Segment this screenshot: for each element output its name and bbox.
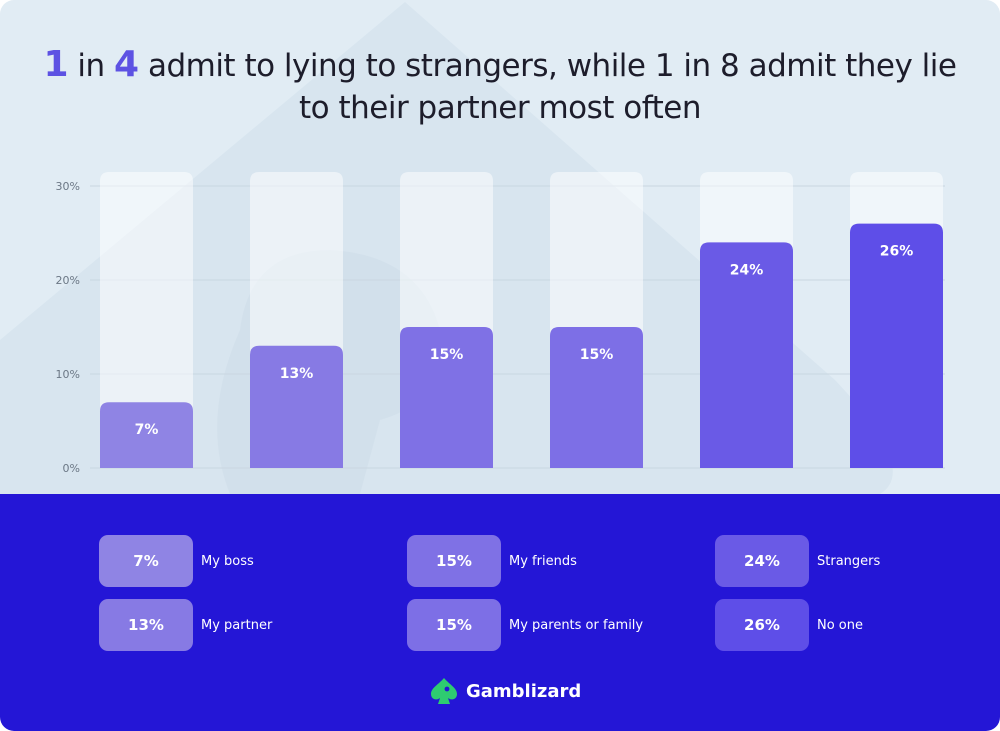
legend-value-badge: 15% [407, 535, 501, 587]
legend-item: 13% My partner [99, 599, 272, 651]
brand-logo: Gamblizard [428, 676, 581, 706]
legend-value-badge: 26% [715, 599, 809, 651]
title-text-in: in [68, 48, 115, 84]
bar [250, 345, 343, 468]
legend-value-badge: 7% [99, 535, 193, 587]
legend-label: My partner [201, 617, 273, 633]
y-tick-label: 30% [56, 180, 80, 193]
bar-value-label: 26% [880, 244, 914, 260]
y-tick-label: 10% [56, 368, 80, 381]
legend-label: My parents or family [509, 617, 644, 633]
bar [850, 223, 943, 468]
legend-item: 7% My boss [99, 535, 254, 587]
legend-label: No one [817, 617, 864, 633]
bar-value-label: 7% [135, 422, 159, 438]
chart-title: 1 in 4 admit to lying to strangers, whil… [40, 44, 960, 129]
legend-label: My friends [509, 553, 577, 569]
title-highlight-4: 4 [114, 44, 139, 85]
brand-name: Gamblizard [466, 680, 582, 702]
legend-item: 24% Strangers [715, 535, 880, 587]
legend-label: My boss [201, 553, 254, 569]
bar [550, 327, 643, 468]
bar-value-label: 15% [580, 347, 614, 363]
bar-value-label: 13% [280, 366, 314, 382]
title-highlight-1: 1 [43, 44, 69, 85]
legend-item: 15% My friends [407, 535, 577, 587]
legend-value-badge: 13% [99, 599, 193, 651]
y-tick-label: 20% [56, 274, 80, 287]
bar-chart: 0% 10% 20% 30% 7% 13% 15% 15% 24% 26% [56, 172, 945, 475]
gamblizard-spade-icon [431, 678, 457, 704]
bar-value-label: 15% [430, 347, 464, 363]
legend-item: 26% No one [715, 599, 863, 651]
title-text-rest: admit to lying to strangers, while 1 in … [138, 48, 957, 126]
legend-value-badge: 24% [715, 535, 809, 587]
legend-item: 15% My parents or family [407, 599, 643, 651]
bar [700, 242, 793, 468]
bar-track [100, 172, 193, 468]
y-tick-label: 0% [63, 462, 80, 475]
legend-label: Strangers [817, 553, 881, 569]
bar-value-label: 24% [730, 262, 764, 278]
bar [100, 402, 193, 468]
bar [400, 327, 493, 468]
legend-value-badge: 15% [407, 599, 501, 651]
